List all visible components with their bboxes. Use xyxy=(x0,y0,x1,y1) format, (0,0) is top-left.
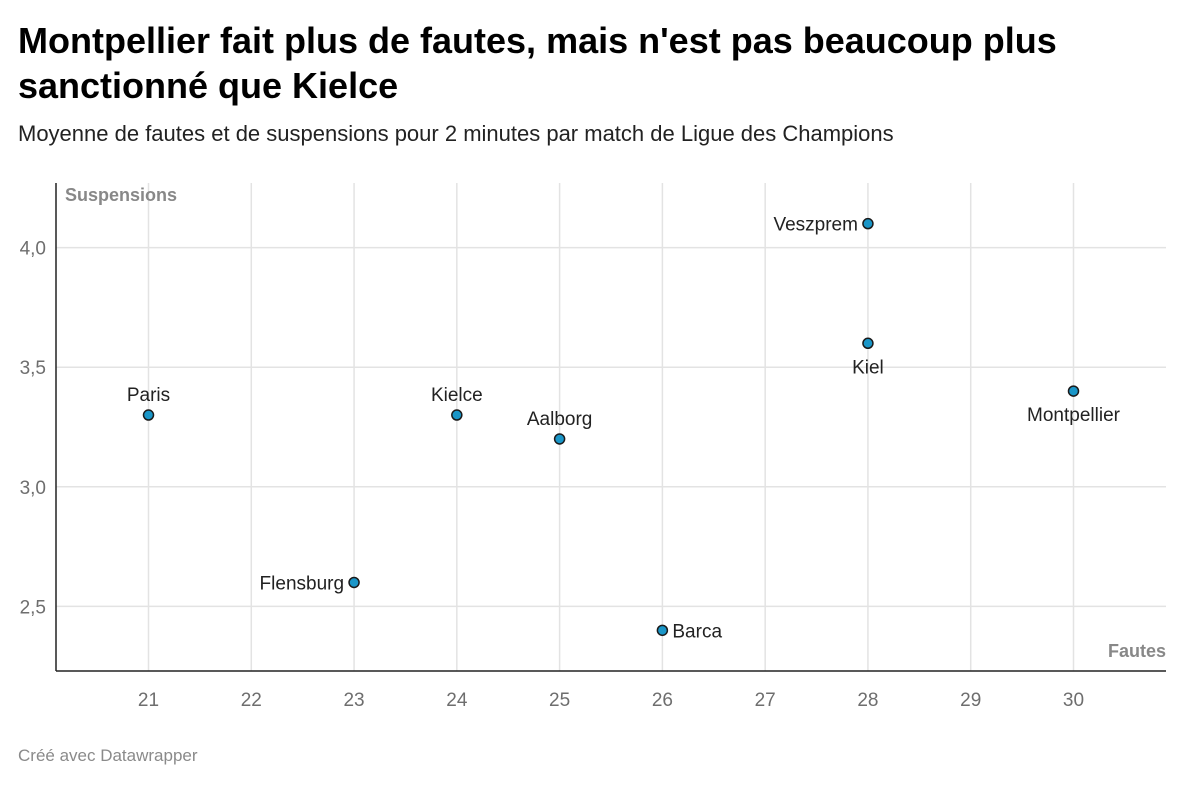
y-axis-title: Suspensions xyxy=(65,185,177,205)
chart-title: Montpellier fait plus de fautes, mais n'… xyxy=(18,20,1057,106)
axes xyxy=(55,183,1166,672)
data-point xyxy=(656,624,669,637)
data-points: Paris Flensburg Kielce Aalborg Barca Veszprem… xyxy=(127,215,1121,643)
x-axis-title: Fautes xyxy=(1108,641,1166,661)
data-point xyxy=(862,337,874,350)
point-label: Montpellier xyxy=(1027,405,1121,426)
point-label: Paris xyxy=(127,385,170,406)
data-point xyxy=(862,217,874,230)
data-point xyxy=(1067,385,1080,397)
x-tick-label: 26 xyxy=(652,690,673,711)
gridlines xyxy=(56,183,1166,671)
data-point xyxy=(348,576,360,589)
footer-credit: Créé avec Datawrapper xyxy=(18,746,198,765)
x-tick-label: 30 xyxy=(1063,690,1084,711)
x-tick-label: 29 xyxy=(960,690,981,711)
y-tick-label: 2,5 xyxy=(20,597,46,618)
x-tick-label: 22 xyxy=(241,690,262,711)
point-label: Kiel xyxy=(852,357,884,378)
x-tick-label: 25 xyxy=(549,690,570,711)
y-tick-label: 3,5 xyxy=(20,358,46,379)
point-label: Kielce xyxy=(431,385,483,406)
x-tick-label: 24 xyxy=(446,690,468,711)
data-point xyxy=(553,433,566,445)
y-tick-label: 3,0 xyxy=(20,478,46,499)
tick-labels: 21 22 23 24 25 26 27 28 29 30 2,5 3,0 3,5 4,0 xyxy=(20,239,1084,711)
data-point xyxy=(451,409,463,421)
x-tick-label: 23 xyxy=(343,690,364,711)
chart-subtitle: Moyenne de fautes et de suspensions pour… xyxy=(18,121,894,146)
x-tick-label: 27 xyxy=(755,690,776,711)
x-tick-label: 28 xyxy=(857,690,878,711)
data-point xyxy=(142,409,155,421)
point-label: Aalborg xyxy=(527,409,593,430)
point-label: Flensburg xyxy=(260,573,345,594)
y-tick-label: 4,0 xyxy=(20,239,46,260)
x-tick-label: 21 xyxy=(138,690,159,711)
point-label: Veszprem xyxy=(773,215,857,236)
point-label: Barca xyxy=(672,621,722,642)
